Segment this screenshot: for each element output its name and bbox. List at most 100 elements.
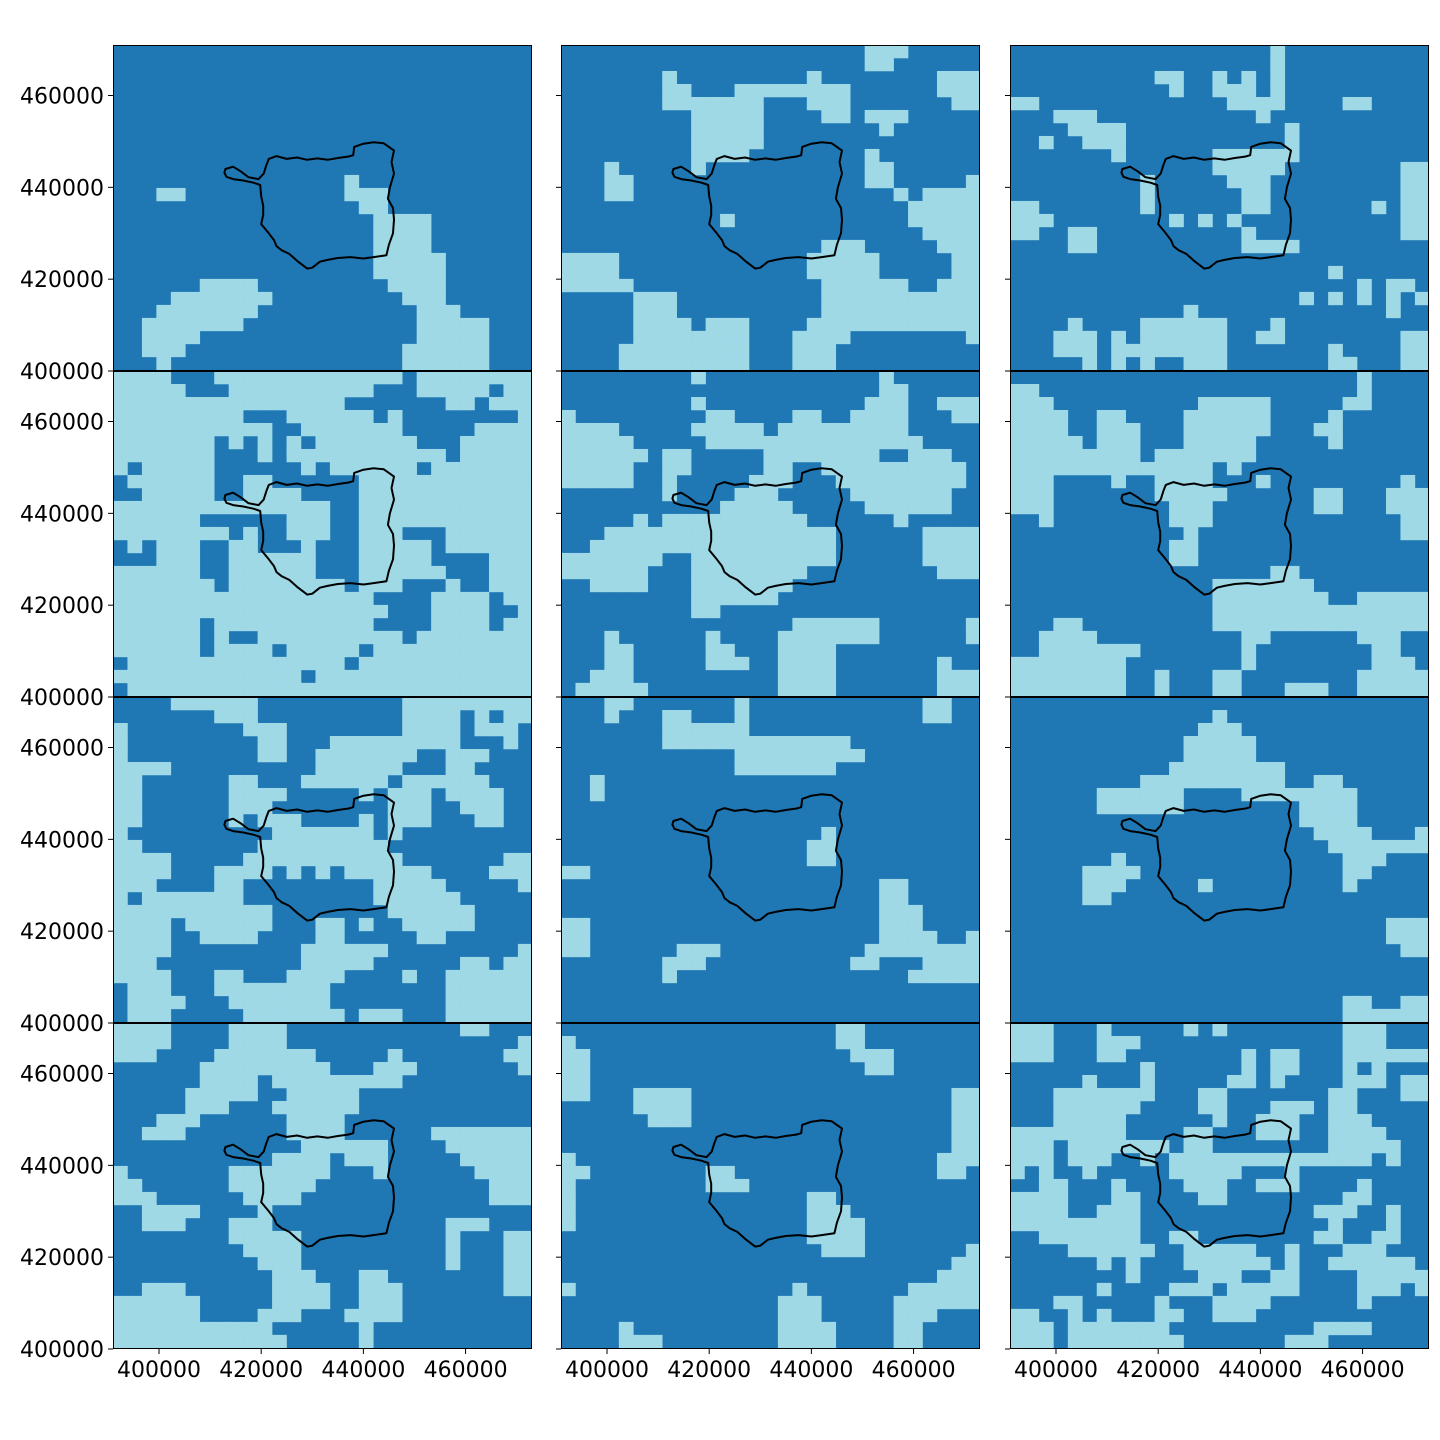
raster-cell — [720, 591, 735, 606]
raster-cell — [416, 722, 432, 737]
raster-cell — [315, 422, 331, 437]
raster-cell — [777, 474, 793, 489]
raster-cell — [604, 656, 620, 671]
raster-cell — [156, 852, 172, 867]
raster-cell — [662, 83, 677, 98]
raster-cell — [1284, 1269, 1300, 1284]
raster-cell — [344, 774, 360, 789]
raster-cell — [792, 343, 808, 358]
raster-cell — [1197, 213, 1213, 228]
raster-cell — [474, 539, 490, 554]
raster-cell — [936, 500, 952, 515]
raster-cell — [1414, 1087, 1429, 1102]
raster-cell — [879, 930, 894, 945]
raster-cell — [358, 187, 374, 202]
raster-cell — [257, 917, 273, 932]
raster-cell — [358, 669, 374, 684]
raster-cell — [286, 1230, 302, 1245]
raster-cell — [864, 45, 880, 59]
raster-cell — [589, 474, 605, 489]
raster-cell — [676, 709, 692, 724]
raster-cell — [127, 396, 143, 411]
raster-cell — [445, 604, 461, 619]
raster-cell — [1371, 591, 1387, 606]
raster-cell — [517, 1035, 532, 1050]
raster-cell — [387, 813, 403, 828]
raster-cell — [777, 682, 793, 697]
raster-cell — [156, 1321, 172, 1336]
raster-cell — [734, 487, 750, 502]
raster-cell — [1414, 487, 1429, 502]
raster-cell — [141, 317, 157, 332]
raster-cell — [460, 1152, 475, 1167]
raster-cell — [936, 943, 952, 958]
raster-cell — [460, 995, 475, 1010]
raster-cell — [315, 852, 331, 867]
raster-cell — [243, 604, 258, 619]
raster-cell — [748, 748, 764, 763]
y-tick-label: 420000 — [20, 594, 104, 619]
raster-cell — [864, 174, 880, 189]
raster-cell — [156, 1282, 172, 1297]
raster-cell — [402, 565, 417, 580]
raster-cell — [951, 213, 967, 228]
raster-cell — [1197, 1178, 1213, 1193]
raster-cell — [460, 500, 475, 515]
raster-cell — [488, 1126, 504, 1141]
raster-cell — [604, 669, 620, 684]
raster-cell — [561, 461, 576, 476]
raster-cell — [835, 317, 851, 332]
raster-cell — [1299, 1100, 1314, 1115]
raster-cell — [243, 1035, 258, 1050]
raster-cell — [300, 1178, 316, 1193]
raster-cell — [1342, 878, 1358, 893]
raster-cell — [127, 1295, 143, 1310]
raster-cell — [1313, 604, 1329, 619]
raster-cell — [1371, 617, 1387, 632]
raster-cell — [113, 448, 128, 463]
raster-cell — [243, 1165, 258, 1180]
raster-cell — [1313, 787, 1329, 802]
axes-frame — [113, 1023, 532, 1349]
raster-cell — [936, 526, 952, 541]
raster-cell — [1038, 500, 1054, 515]
raster-cell — [1038, 1139, 1054, 1154]
raster-cell — [676, 1113, 692, 1128]
raster-cell — [1169, 1282, 1184, 1297]
raster-cell — [156, 982, 172, 997]
boundary-outline — [1120, 467, 1292, 596]
raster-cell — [821, 748, 837, 763]
raster-cell — [113, 748, 128, 763]
raster-cell — [286, 1074, 302, 1089]
raster-cell — [589, 774, 605, 789]
raster-cell — [1299, 591, 1314, 606]
raster-cell — [1067, 1295, 1083, 1310]
raster-cell — [474, 604, 490, 619]
raster-cell — [1212, 591, 1228, 606]
raster-cell — [286, 383, 302, 398]
raster-cell — [416, 487, 432, 502]
raster-cell — [272, 669, 287, 684]
raster-layer — [113, 697, 532, 1023]
raster-cell — [141, 371, 157, 385]
raster-cell — [1371, 1048, 1387, 1063]
raster-cell — [1111, 1178, 1126, 1193]
raster-cell — [1010, 448, 1025, 463]
raster-cell — [373, 1061, 389, 1076]
raster-cell — [402, 474, 417, 489]
raster-cell — [503, 396, 519, 411]
raster-cell — [1255, 148, 1271, 163]
raster-cell — [214, 591, 229, 606]
raster-cell — [864, 448, 880, 463]
raster-cell — [214, 669, 229, 684]
raster-cell — [806, 617, 822, 632]
raster-cell — [214, 982, 229, 997]
raster-cell — [1299, 1334, 1314, 1349]
raster-cell — [1371, 1243, 1387, 1258]
raster-cell — [1414, 291, 1429, 306]
axes-frame — [561, 45, 980, 371]
raster-cell — [199, 461, 215, 476]
raster-cell — [633, 513, 649, 528]
